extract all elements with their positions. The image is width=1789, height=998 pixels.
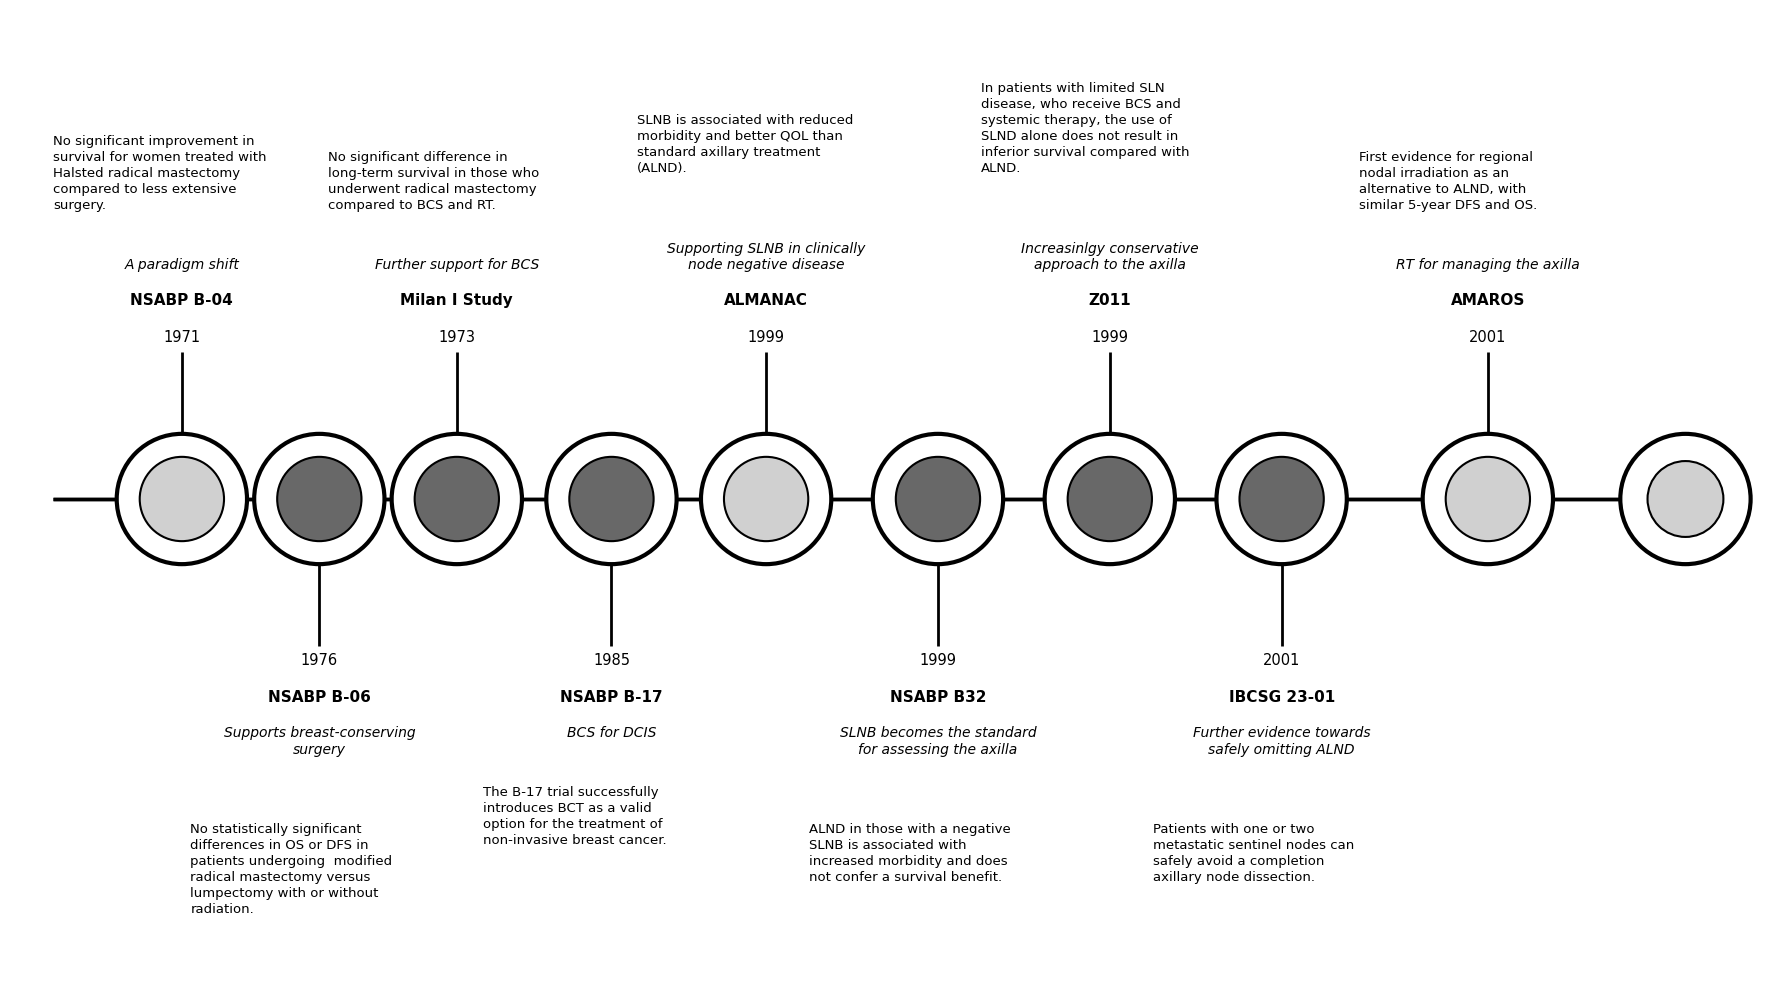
Ellipse shape [1066,457,1152,541]
Text: First evidence for regional
nodal irradiation as an
alternative to ALND, with
si: First evidence for regional nodal irradi… [1358,151,1537,212]
Text: Further evidence towards
safely omitting ALND: Further evidence towards safely omitting… [1191,727,1370,757]
Ellipse shape [1446,457,1530,541]
Text: 1999: 1999 [920,654,955,669]
Text: No significant improvement in
survival for women treated with
Halsted radical ma: No significant improvement in survival f… [54,135,267,212]
Ellipse shape [116,434,247,564]
Ellipse shape [254,434,385,564]
Text: RT for managing the axilla: RT for managing the axilla [1395,257,1580,271]
Text: 1971: 1971 [163,329,200,344]
Text: A paradigm shift: A paradigm shift [125,257,240,271]
Ellipse shape [873,434,1002,564]
Ellipse shape [1238,457,1324,541]
Text: 2001: 2001 [1263,654,1299,669]
Text: The B-17 trial successfully
introduces BCT as a valid
option for the treatment o: The B-17 trial successfully introduces B… [483,786,666,847]
Ellipse shape [140,457,224,541]
Text: BCS for DCIS: BCS for DCIS [567,727,657,741]
Text: 1999: 1999 [1091,329,1127,344]
Ellipse shape [894,457,980,541]
Text: Further support for BCS: Further support for BCS [374,257,538,271]
Text: NSABP B-04: NSABP B-04 [131,293,233,308]
Text: No statistically significant
differences in OS or DFS in
patients undergoing  mo: No statistically significant differences… [190,822,392,916]
Ellipse shape [1045,434,1174,564]
Text: SLNB becomes the standard
for assessing the axilla: SLNB becomes the standard for assessing … [839,727,1036,757]
Text: Milan I Study: Milan I Study [401,293,513,308]
Text: ALND in those with a negative
SLNB is associated with
increased morbidity and do: ALND in those with a negative SLNB is as… [809,822,1011,884]
Text: AMAROS: AMAROS [1449,293,1524,308]
Text: Supports breast-conserving
surgery: Supports breast-conserving surgery [224,727,415,757]
Text: 1985: 1985 [592,654,630,669]
Ellipse shape [1619,434,1750,564]
Ellipse shape [723,457,809,541]
Text: Patients with one or two
metastatic sentinel nodes can
safely avoid a completion: Patients with one or two metastatic sent… [1152,822,1352,884]
Text: 1976: 1976 [301,654,338,669]
Ellipse shape [1646,461,1723,537]
Ellipse shape [277,457,361,541]
Text: No significant difference in
long-term survival in those who
underwent radical m: No significant difference in long-term s… [327,151,538,212]
Text: IBCSG 23-01: IBCSG 23-01 [1227,690,1335,705]
Text: Increasinlgy conservative
approach to the axilla: Increasinlgy conservative approach to th… [1020,242,1199,271]
Ellipse shape [701,434,830,564]
Text: ALMANAC: ALMANAC [725,293,807,308]
Ellipse shape [1217,434,1345,564]
Ellipse shape [1422,434,1553,564]
Text: NSABP B-06: NSABP B-06 [268,690,370,705]
Text: 1999: 1999 [748,329,784,344]
Text: In patients with limited SLN
disease, who receive BCS and
systemic therapy, the : In patients with limited SLN disease, wh… [980,82,1188,176]
Text: SLNB is associated with reduced
morbidity and better QOL than
standard axillary : SLNB is associated with reduced morbidit… [637,114,853,176]
Text: NSABP B-17: NSABP B-17 [560,690,662,705]
Text: 2001: 2001 [1469,329,1506,344]
Ellipse shape [415,457,499,541]
Ellipse shape [546,434,676,564]
Text: NSABP B32: NSABP B32 [889,690,986,705]
Text: Z011: Z011 [1088,293,1131,308]
Ellipse shape [392,434,522,564]
Text: Supporting SLNB in clinically
node negative disease: Supporting SLNB in clinically node negat… [667,242,864,271]
Ellipse shape [569,457,653,541]
Text: 1973: 1973 [438,329,476,344]
